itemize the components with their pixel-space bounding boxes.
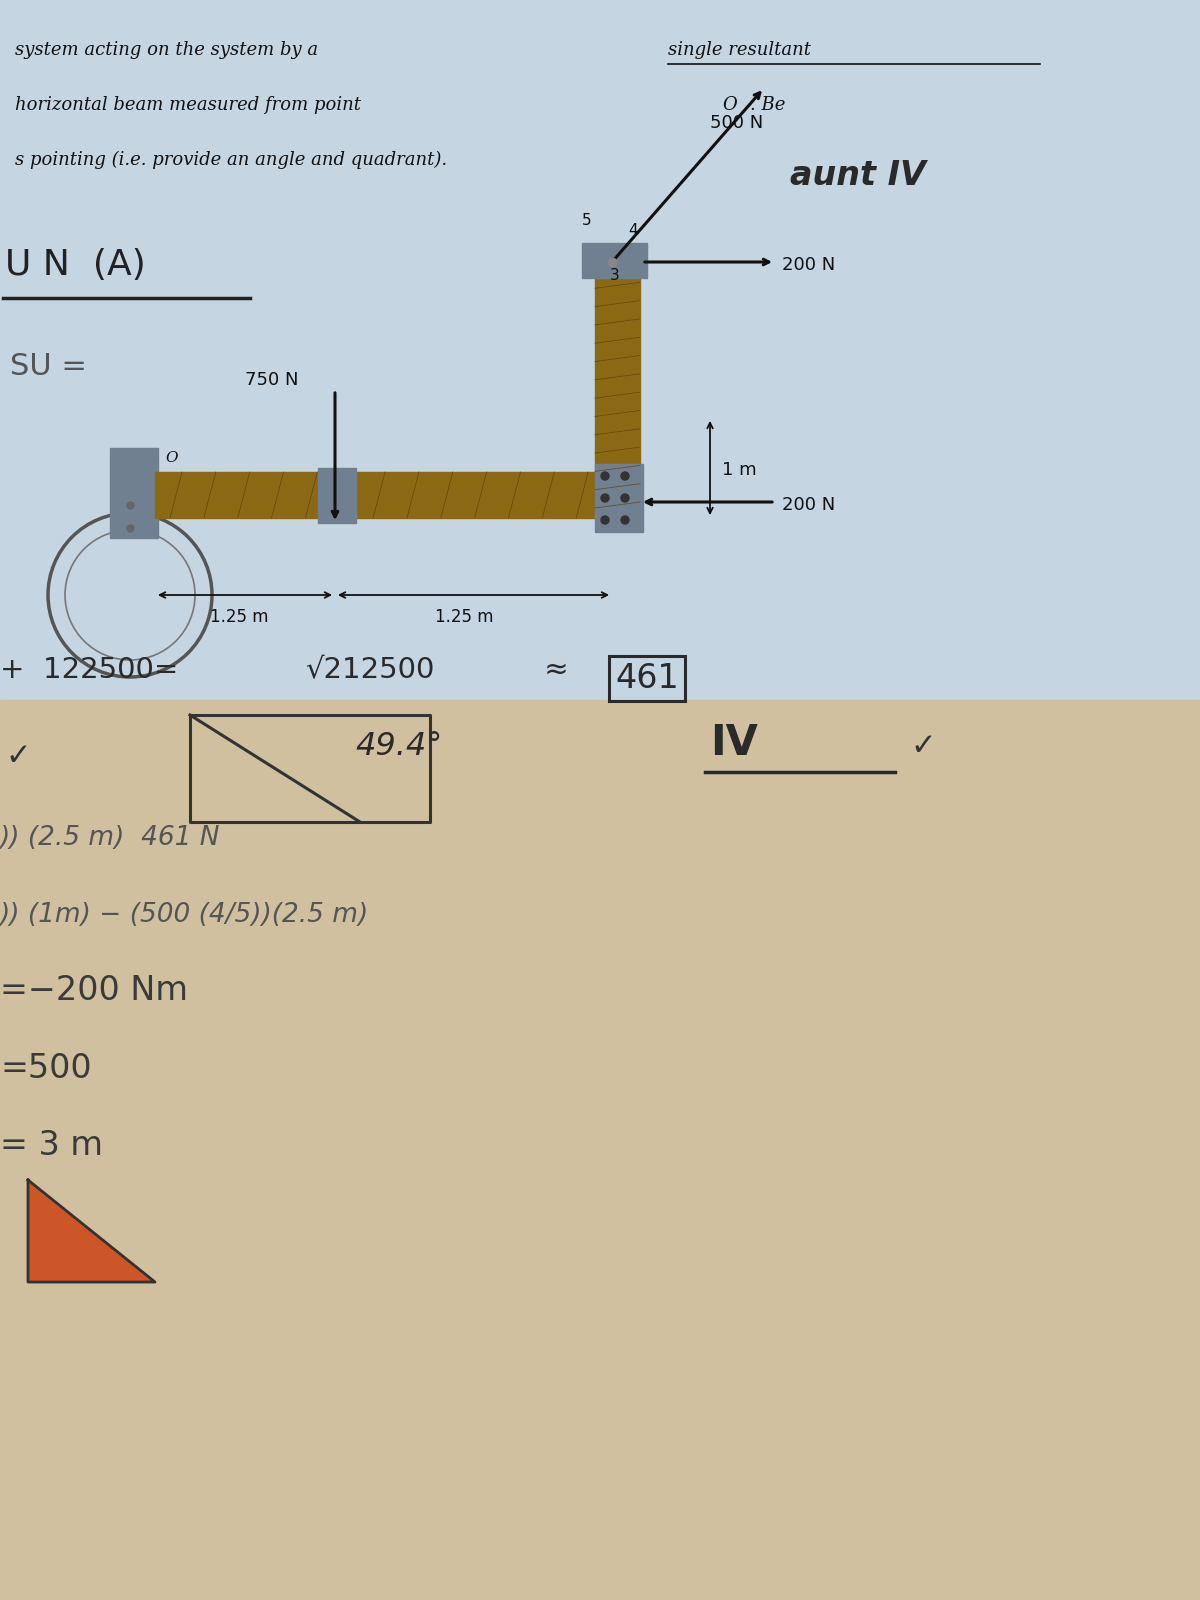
Text: ✓: ✓ [5, 742, 30, 771]
Bar [0, 701, 1200, 1600]
Text: 750 N: 750 N [245, 371, 299, 389]
Text: system acting on the system by a: system acting on the system by a [14, 42, 324, 59]
Polygon shape [28, 1181, 155, 1282]
Text: 49.4°: 49.4° [355, 731, 443, 762]
Bar [155, 472, 616, 518]
Text: O: O [722, 96, 737, 114]
Circle shape [622, 515, 629, 525]
Text: U N  (A): U N (A) [5, 248, 145, 282]
Bar [595, 266, 640, 518]
Bar [0, 0, 1200, 701]
Text: 5: 5 [582, 213, 592, 227]
Text: =−200 Nm: =−200 Nm [0, 974, 188, 1006]
Text: )) (1m) − (500 (4/5))(2.5 m): )) (1m) − (500 (4/5))(2.5 m) [0, 902, 370, 928]
Bar [110, 448, 158, 538]
Text: = 3 m: = 3 m [0, 1130, 103, 1162]
Text: 200 N: 200 N [782, 496, 835, 514]
Text: 3: 3 [610, 267, 619, 283]
Text: ✓: ✓ [910, 733, 936, 762]
Circle shape [601, 472, 610, 480]
Circle shape [601, 515, 610, 525]
Text: single resultant: single resultant [668, 42, 811, 59]
Text: O: O [166, 451, 178, 466]
Text: SU =: SU = [10, 352, 88, 381]
Text: 1.25 m: 1.25 m [210, 608, 269, 626]
Text: 4: 4 [628, 222, 637, 238]
Text: 200 N: 200 N [782, 256, 835, 274]
Text: ≈: ≈ [535, 656, 578, 683]
Text: =500: =500 [0, 1053, 91, 1085]
Bar [318, 467, 356, 523]
Text: 1.25 m: 1.25 m [434, 608, 493, 626]
Text: s pointing (i.e. provide an angle and quadrant).: s pointing (i.e. provide an angle and qu… [14, 150, 448, 170]
Circle shape [601, 494, 610, 502]
Text: )) (2.5 m)  461 N: )) (2.5 m) 461 N [0, 826, 221, 851]
Text: aunt IV: aunt IV [790, 158, 926, 192]
Bar [595, 464, 643, 531]
Text: 461: 461 [616, 662, 679, 694]
Text: 500 N: 500 N [710, 114, 763, 133]
Bar [582, 243, 647, 278]
Text: horizontal beam measured from point: horizontal beam measured from point [14, 96, 367, 114]
Text: √212500: √212500 [305, 656, 434, 683]
Circle shape [622, 472, 629, 480]
Text: +  122500=: + 122500= [0, 656, 187, 683]
Text: . Be: . Be [750, 96, 785, 114]
Text: 1 m: 1 m [722, 461, 757, 478]
Text: IV: IV [710, 722, 758, 765]
Circle shape [622, 494, 629, 502]
